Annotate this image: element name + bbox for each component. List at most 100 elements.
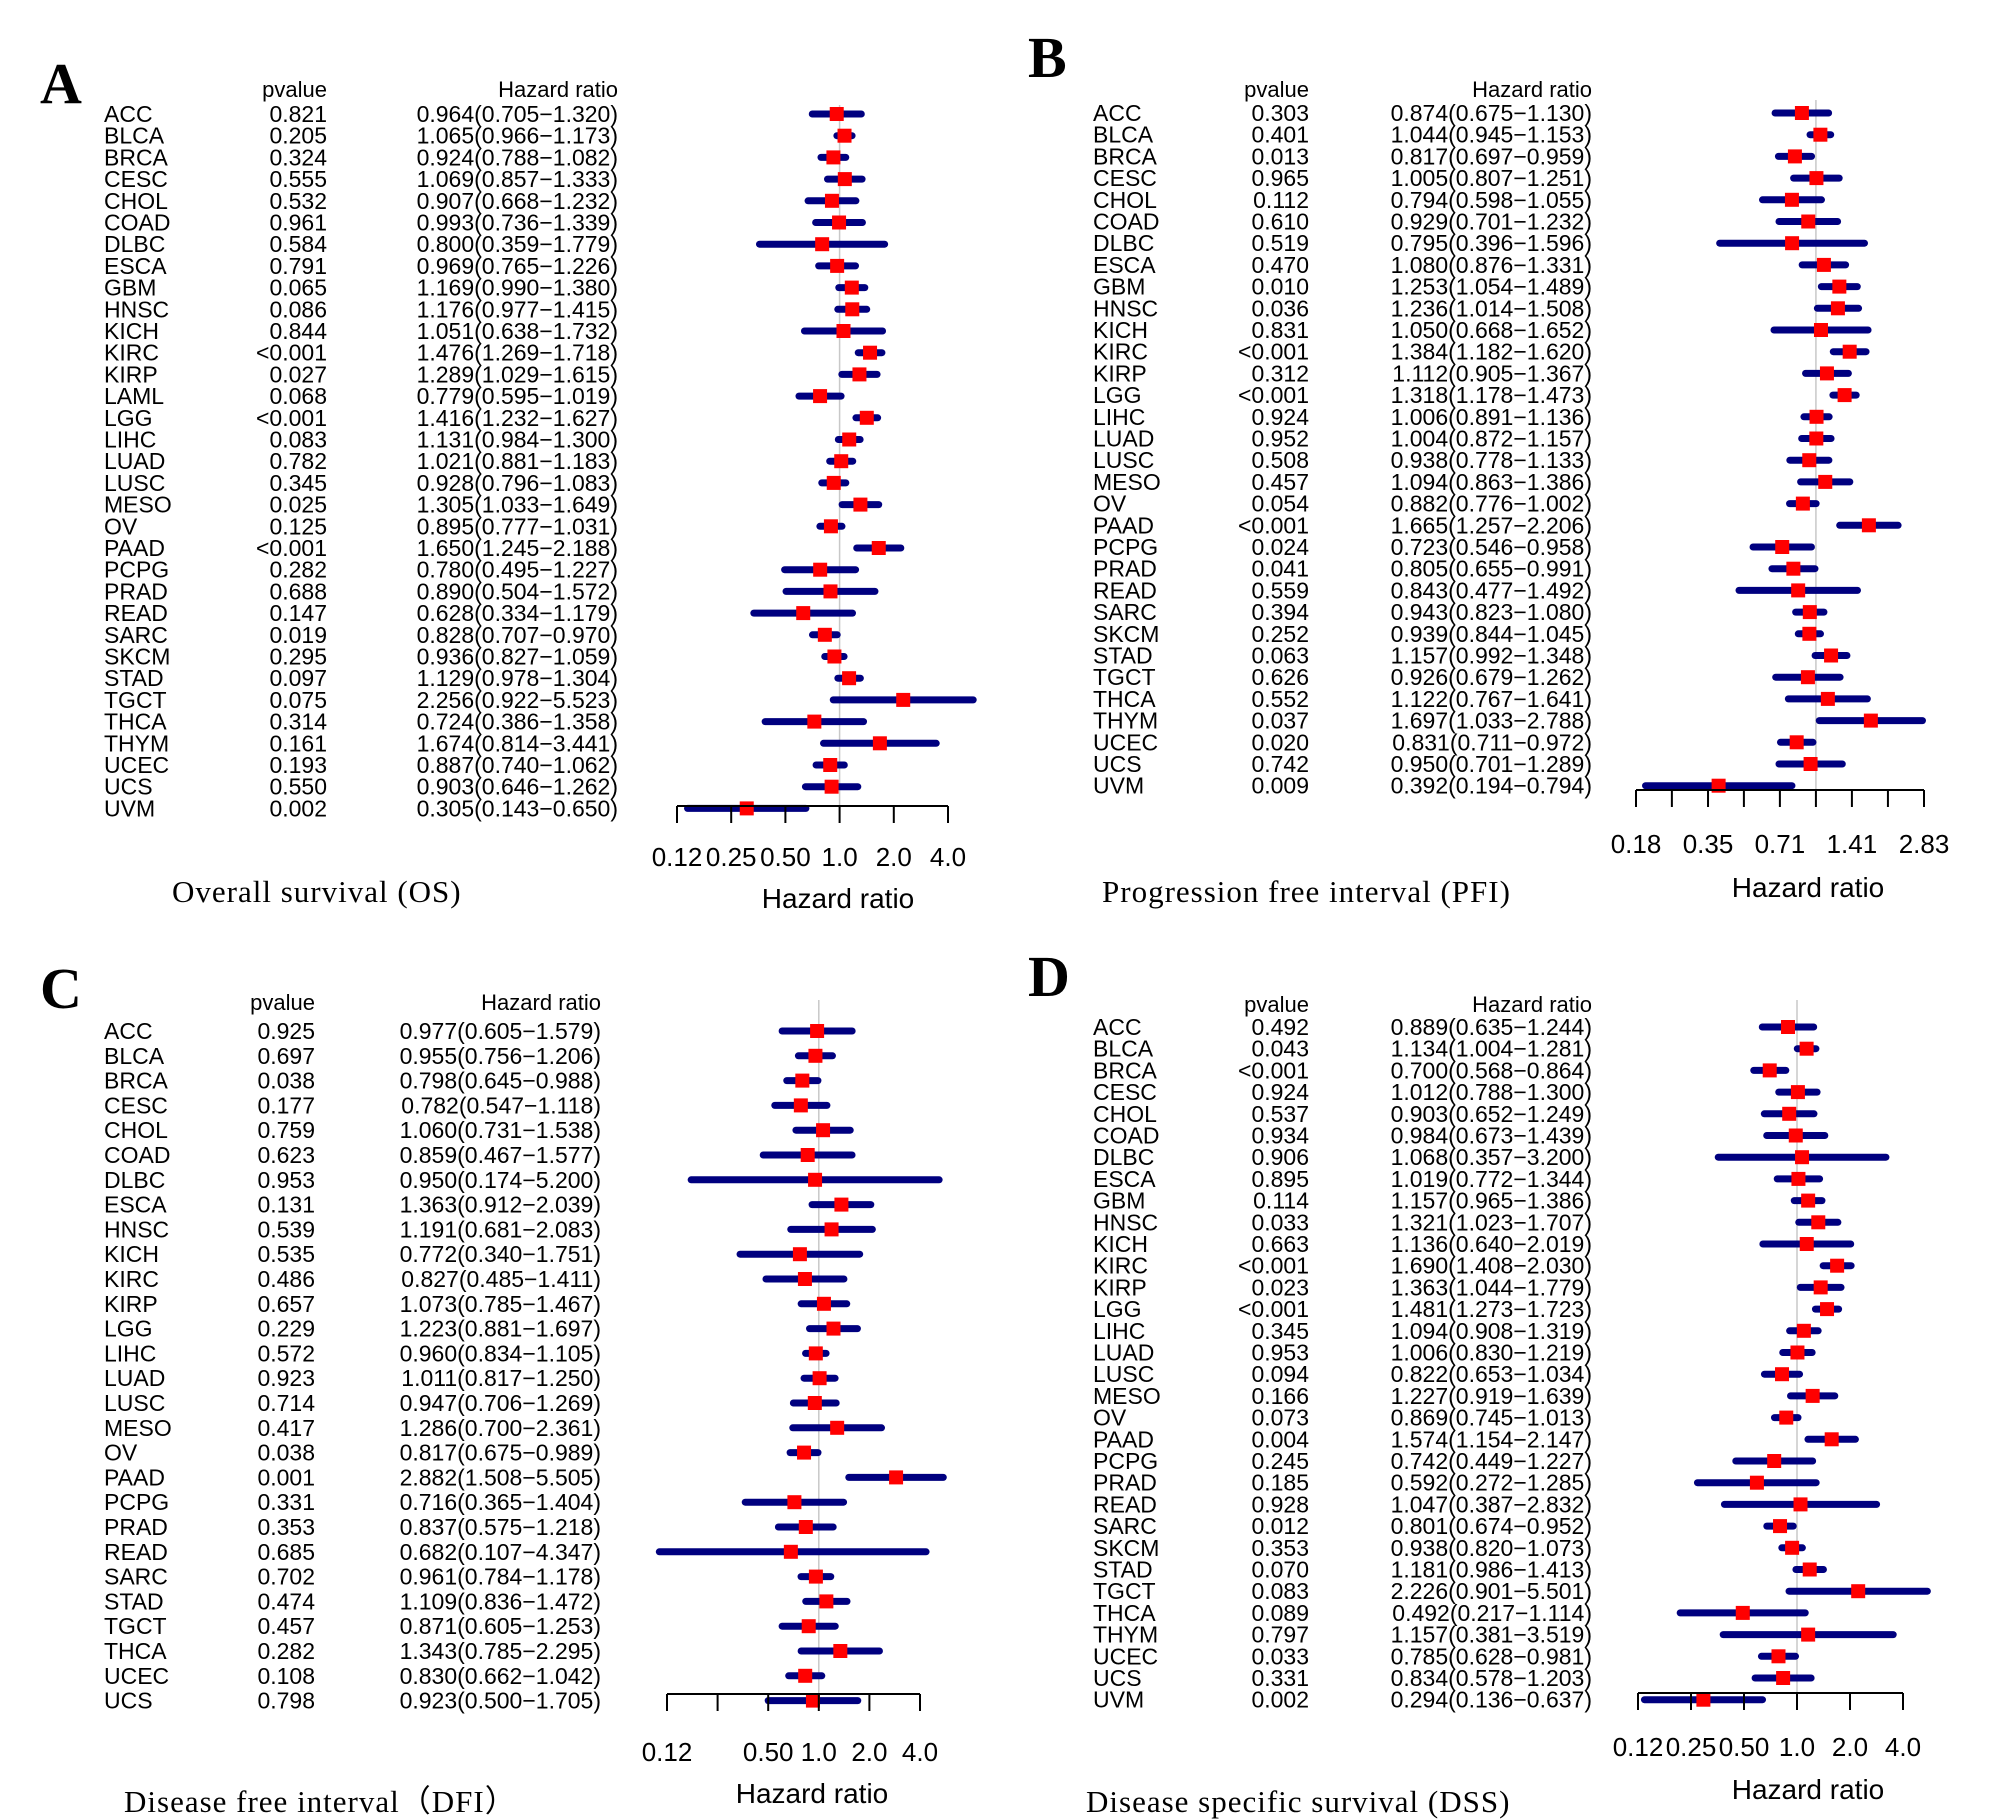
hazard-ratio-point	[1775, 540, 1790, 554]
pvalue-value: 0.023	[1251, 1274, 1309, 1300]
table-row: KICH 0.663 1.136(0.640−2.019)	[1093, 1231, 1855, 1257]
cancer-label: PRAD	[104, 578, 168, 604]
cancer-label: LIHC	[1093, 1318, 1145, 1344]
pvalue-value: 0.108	[257, 1663, 315, 1689]
table-row: KICH 0.535 0.772(0.340−1.751)	[104, 1241, 864, 1267]
table-row: ESCA 0.131 1.363(0.912−2.039)	[104, 1192, 875, 1218]
hazard-ratio-point	[830, 258, 845, 273]
cancer-label: LUAD	[104, 448, 165, 474]
tick-label: 0.50	[1719, 1732, 1770, 1762]
pvalue-value: 0.001	[257, 1464, 315, 1490]
hazard-ratio-point	[852, 367, 867, 382]
table-row: LUSC 0.714 0.947(0.706−1.269)	[104, 1390, 840, 1416]
pvalue-value: 0.027	[269, 361, 327, 387]
pvalue-value: 0.025	[269, 492, 327, 518]
hazard-ratio-value: 0.817(0.697−0.959)	[1391, 143, 1592, 169]
pvalue-value: 0.054	[1251, 491, 1309, 517]
cancer-label: DLBC	[1093, 1144, 1154, 1170]
cancer-label: THYM	[104, 730, 169, 756]
table-row: COAD 0.623 0.859(0.467−1.577)	[104, 1142, 856, 1168]
cancer-label: UVM	[1093, 773, 1144, 799]
pvalue-value: 0.114	[1253, 1188, 1309, 1214]
cancer-label: GBM	[104, 275, 156, 301]
hazard-ratio-point	[1696, 1692, 1711, 1707]
hazard-ratio-value: 0.843(0.477−1.492)	[1391, 577, 1592, 603]
hazard-ratio-point	[1788, 1128, 1803, 1143]
pvalue-value: 0.083	[269, 427, 327, 453]
table-row: PRAD 0.353 0.837(0.575−1.218)	[104, 1514, 837, 1540]
hazard-ratio-point	[1813, 323, 1828, 337]
pvalue-value: 0.331	[1251, 1665, 1309, 1691]
pvalue-value: <0.001	[1238, 1057, 1309, 1083]
tick-label: 1.0	[1779, 1732, 1815, 1762]
pvalue-value: 0.417	[257, 1415, 315, 1441]
pvalue-value: 0.457	[257, 1613, 315, 1639]
table-row: UCEC 0.020 0.831(0.711−0.972)	[1093, 729, 1817, 755]
cancer-label: TGCT	[104, 1613, 167, 1639]
cancer-label: KIRP	[1093, 1274, 1147, 1300]
cancer-label: LAML	[104, 383, 164, 409]
table-row: UCS 0.550 0.903(0.646−1.262)	[104, 774, 862, 800]
pvalue-value: 0.037	[1251, 708, 1309, 734]
table-row: READ 0.685 0.682(0.107−4.347)	[104, 1539, 930, 1565]
hazard-ratio-point	[1795, 496, 1810, 511]
panel-title: Disease specific survival (DSS)	[1086, 1784, 1510, 1819]
table-row: KIRP 0.023 1.363(1.044−1.779)	[1093, 1274, 1845, 1300]
cancer-label: LUSC	[104, 1390, 165, 1416]
tick-label: 0.35	[1683, 829, 1734, 859]
pvalue-value: 0.508	[1251, 447, 1309, 473]
pvalue-value: 0.245	[1251, 1448, 1309, 1474]
table-row: BRCA 0.324 0.924(0.788−1.082)	[104, 144, 850, 170]
cancer-label: SARC	[104, 1564, 168, 1590]
cancer-label: PAAD	[1093, 512, 1154, 538]
pvalue-value: 0.486	[257, 1266, 315, 1292]
hazard-ratio-point	[808, 1048, 823, 1063]
hazard-ratio-point	[817, 627, 832, 642]
tick-label: 4.0	[1885, 1732, 1921, 1762]
cancer-label: BLCA	[1093, 1036, 1154, 1062]
pvalue-value: 0.555	[269, 166, 327, 192]
hazard-ratio-value: 0.871(0.605−1.253)	[400, 1613, 601, 1639]
panel-letter: D	[1028, 944, 1070, 1009]
cancer-label: PRAD	[1093, 1470, 1157, 1496]
cancer-label: HNSC	[104, 296, 169, 322]
cancer-label: ACC	[104, 1018, 153, 1044]
hazard-ratio-point	[1800, 670, 1815, 685]
pvalue-value: 0.474	[257, 1588, 315, 1614]
cancer-label: DLBC	[104, 1167, 165, 1193]
hazard-ratio-value: 0.890(0.504−1.572)	[417, 578, 618, 604]
table-row: STAD 0.474 1.109(0.836−1.472)	[104, 1588, 851, 1614]
panel-title: Progression free interval (PFI)	[1102, 874, 1511, 909]
pvalue-value: 0.147	[269, 600, 327, 626]
pvalue-value: 0.844	[269, 318, 327, 344]
cancer-label: TGCT	[1093, 1578, 1156, 1604]
cancer-label: PCPG	[1093, 1448, 1158, 1474]
pvalue-value: 0.070	[1251, 1557, 1309, 1583]
hazard-ratio-point	[1791, 583, 1806, 598]
pvalue-value: 0.688	[269, 578, 327, 604]
pvalue-value: 0.714	[257, 1390, 315, 1416]
pvalue-value: 0.697	[257, 1043, 315, 1069]
pvalue-value: 0.033	[1251, 1643, 1309, 1669]
hazard-ratio-value: 0.827(0.485−1.411)	[401, 1266, 601, 1292]
hazard-ratio-point	[1802, 605, 1817, 620]
pvalue-value: <0.001	[1238, 1253, 1309, 1279]
table-row: UCS 0.331 0.834(0.578−1.203)	[1093, 1665, 1815, 1691]
hazard-ratio-point	[808, 1346, 823, 1361]
hazard-ratio-value: 2.882(1.508−5.505)	[400, 1464, 601, 1490]
table-row: PAAD 0.004 1.574(1.154−2.147)	[1093, 1426, 1859, 1452]
table-row: CESC 0.965 1.005(0.807−1.251)	[1093, 165, 1843, 191]
hazard-ratio-point	[889, 1470, 904, 1485]
cancer-label: PCPG	[104, 557, 169, 583]
table-row: KIRP 0.312 1.112(0.905−1.367)	[1093, 360, 1852, 386]
hazard-ratio-point	[1820, 1302, 1835, 1317]
hazard-ratio-point	[871, 541, 886, 555]
pvalue-value: 0.791	[269, 253, 327, 279]
pvalue-value: 0.043	[1251, 1036, 1309, 1062]
table-row: KICH 0.831 1.050(0.668−1.652)	[1093, 317, 1872, 343]
hazard-ratio-point	[826, 1321, 841, 1336]
table-row: PCPG 0.331 0.716(0.365−1.404)	[104, 1489, 848, 1515]
hazard-ratio-point	[845, 302, 860, 317]
